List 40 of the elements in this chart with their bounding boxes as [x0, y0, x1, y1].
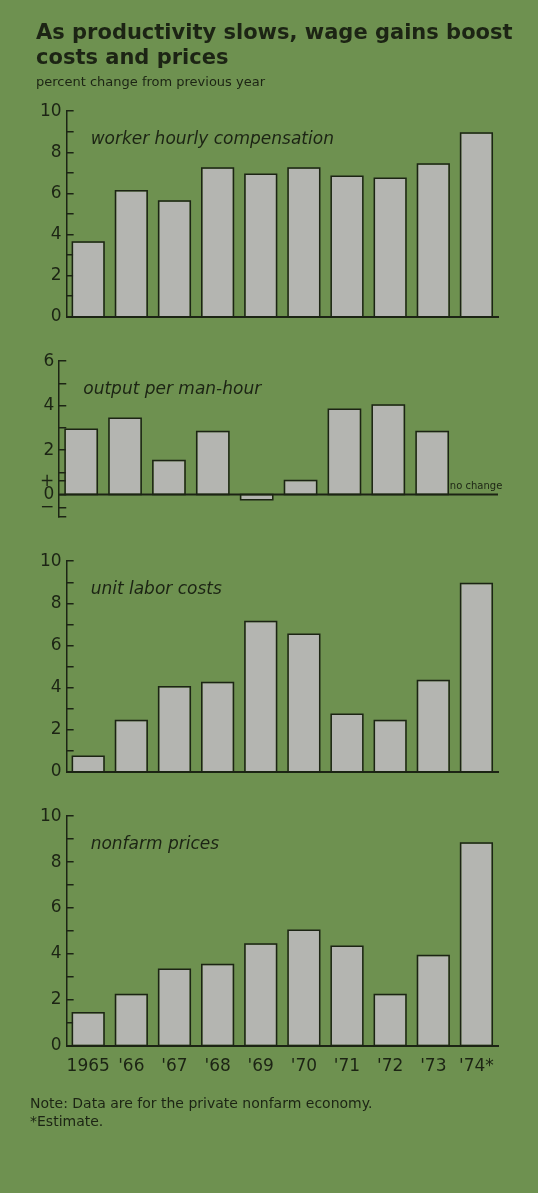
- annotation: nonfarm prices: [90, 832, 220, 853]
- y-tick-label: 6: [50, 181, 62, 202]
- annotation: no change: [449, 480, 503, 492]
- x-tick-label: '67: [161, 1055, 188, 1076]
- y-tick-label: 8: [50, 140, 62, 161]
- y-tick-label: 6: [43, 349, 55, 370]
- text: *Estimate.: [30, 1112, 105, 1130]
- y-tick-label: 6: [50, 633, 62, 654]
- y-tick-label: 2: [50, 718, 62, 739]
- x-tick-label: '68: [204, 1055, 231, 1076]
- x-tick-label: '70: [290, 1055, 318, 1076]
- x-tick-label: '66: [118, 1055, 145, 1076]
- y-tick-label: 6: [50, 896, 62, 917]
- y-tick-label: 8: [50, 850, 62, 871]
- y-tick-label: 10: [39, 99, 62, 120]
- x-tick-label: '73: [420, 1055, 447, 1076]
- annotation: unit labor costs: [90, 577, 222, 598]
- y-tick-label: 2: [50, 988, 62, 1009]
- annotation: output per man-hour: [83, 377, 263, 398]
- annotation: worker hourly compensation: [90, 127, 334, 148]
- y-tick-label: 0: [50, 1034, 62, 1055]
- x-tick-label: 1965: [66, 1055, 110, 1076]
- chart-title: As productivity slows, wage gains boost costs and prices: [36, 20, 514, 70]
- y-tick-label: 4: [43, 394, 55, 415]
- x-tick-label: '69: [247, 1055, 274, 1076]
- x-tick-label: '72: [377, 1055, 404, 1076]
- text: Note: Data are for the private nonfarm economy.: [30, 1094, 374, 1112]
- chart-subtitle: percent change from previous year: [36, 74, 266, 89]
- y-tick-label: 4: [50, 675, 62, 696]
- y-tick-label: 0: [50, 305, 62, 326]
- y-tick-label: 8: [50, 591, 62, 612]
- x-tick-label: '71: [333, 1055, 361, 1076]
- y-tick-label: 10: [39, 549, 62, 570]
- y-tick-label: 2: [43, 438, 55, 459]
- y-tick-label: 4: [50, 942, 62, 963]
- y-tick-label: 10: [39, 804, 62, 825]
- x-tick-label: '74*: [459, 1055, 494, 1076]
- y-tick-label: 0: [50, 760, 62, 781]
- y-tick-label: 2: [50, 264, 62, 285]
- y-tick-label: 4: [50, 222, 62, 243]
